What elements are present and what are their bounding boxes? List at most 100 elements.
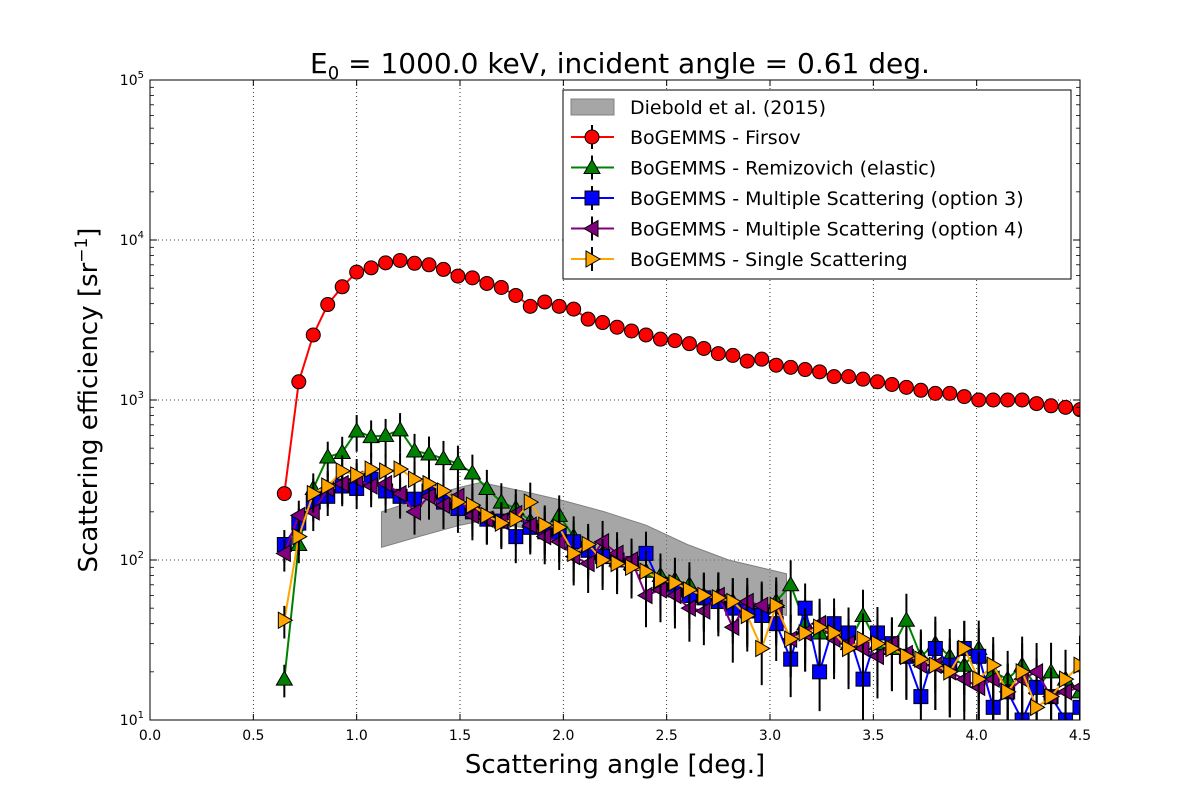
data-point bbox=[580, 311, 596, 327]
data-point bbox=[596, 551, 612, 569]
data-point bbox=[855, 371, 871, 387]
data-point bbox=[972, 670, 988, 689]
data-point bbox=[347, 422, 366, 438]
data-point bbox=[1072, 699, 1080, 715]
data-point bbox=[364, 460, 381, 478]
data-point bbox=[897, 611, 916, 627]
data-point bbox=[812, 664, 828, 680]
data-point bbox=[378, 255, 394, 271]
data-point bbox=[422, 474, 439, 493]
data-point bbox=[566, 301, 582, 317]
data-point bbox=[726, 592, 742, 611]
data-point bbox=[1014, 392, 1030, 408]
data-point bbox=[1027, 662, 1044, 681]
legend-box bbox=[562, 89, 1072, 280]
data-point bbox=[276, 486, 292, 502]
data-point bbox=[784, 630, 800, 649]
legend-swatch-band bbox=[570, 98, 615, 116]
data-point bbox=[781, 575, 800, 592]
data-point bbox=[465, 496, 482, 515]
data-point bbox=[797, 362, 813, 378]
data-point bbox=[275, 670, 294, 686]
data-point bbox=[798, 624, 815, 642]
data-point bbox=[609, 319, 625, 335]
data-point bbox=[870, 634, 887, 653]
data-point bbox=[537, 294, 553, 310]
y-tick-labels: 101 102 103 104 105 bbox=[120, 70, 144, 729]
data-point bbox=[827, 624, 844, 642]
series-layer bbox=[275, 252, 1080, 720]
data-point bbox=[624, 323, 640, 339]
x-tick-labels: 0.0 0.5 1.0 1.5 2.0 2.5 3.0 3.5 4.0 4.5 bbox=[139, 728, 1091, 744]
data-point bbox=[869, 374, 885, 390]
x-tick-label: 3.5 bbox=[862, 728, 884, 744]
data-point bbox=[682, 581, 699, 599]
data-point bbox=[478, 479, 496, 495]
y-tick-label: 104 bbox=[120, 230, 144, 249]
data-point bbox=[451, 493, 467, 511]
data-point bbox=[581, 535, 598, 554]
data-point bbox=[350, 466, 366, 484]
data-point bbox=[943, 662, 959, 681]
data-point bbox=[393, 460, 410, 478]
data-point bbox=[668, 573, 684, 592]
data-point bbox=[1043, 398, 1059, 414]
axis-ticks bbox=[149, 79, 1081, 721]
data-point bbox=[363, 260, 379, 276]
data-point bbox=[1000, 392, 1016, 408]
data-point bbox=[595, 315, 611, 331]
data-point bbox=[1073, 656, 1080, 675]
legend: Diebold et al. (2015) BoGEMMS - FirsovBo… bbox=[562, 89, 1072, 280]
data-point bbox=[306, 484, 323, 503]
data-point bbox=[927, 385, 943, 401]
data-point bbox=[681, 336, 697, 352]
legend-marker bbox=[583, 158, 601, 174]
legend-label: BoGEMMS - Single Scattering bbox=[630, 249, 908, 271]
x-axis-label: Scattering angle [deg.] bbox=[465, 750, 765, 780]
data-point bbox=[334, 279, 350, 295]
legend-entry-0: BoGEMMS - Firsov bbox=[571, 125, 801, 149]
data-point bbox=[407, 255, 423, 271]
data-point bbox=[754, 351, 770, 367]
data-point bbox=[652, 331, 668, 347]
data-point bbox=[405, 441, 424, 458]
x-tick-label: 3.0 bbox=[759, 728, 781, 744]
y-tick-label: 103 bbox=[120, 390, 144, 409]
data-point bbox=[667, 333, 683, 349]
data-point bbox=[639, 562, 656, 581]
data-point bbox=[349, 264, 365, 280]
data-point bbox=[625, 558, 641, 577]
data-point bbox=[653, 571, 670, 589]
data-point bbox=[493, 279, 509, 295]
x-tick-label: 0.0 bbox=[139, 728, 161, 744]
data-point bbox=[408, 470, 424, 489]
y-tick-label: 105 bbox=[120, 70, 144, 89]
x-tick-label: 2.5 bbox=[656, 728, 678, 744]
data-point bbox=[450, 268, 466, 284]
data-point bbox=[783, 359, 799, 375]
data-point bbox=[752, 596, 769, 615]
data-point bbox=[769, 596, 786, 615]
legend-marker bbox=[585, 250, 602, 268]
data-point bbox=[638, 327, 654, 343]
legend-label: BoGEMMS - Remizovich (elastic) bbox=[630, 158, 936, 180]
series-4 bbox=[277, 452, 1080, 720]
data-point bbox=[480, 506, 496, 525]
data-point bbox=[884, 376, 900, 392]
data-point bbox=[494, 514, 511, 532]
data-point bbox=[435, 261, 451, 277]
data-point bbox=[362, 427, 380, 444]
data-point bbox=[928, 656, 945, 675]
data-point bbox=[320, 297, 336, 313]
data-point bbox=[376, 426, 395, 442]
x-tick-label: 1.5 bbox=[449, 728, 471, 744]
data-point bbox=[826, 369, 842, 385]
data-point bbox=[1001, 682, 1017, 701]
data-point bbox=[812, 364, 828, 380]
data-point bbox=[610, 554, 627, 573]
x-tick-label: 1.0 bbox=[346, 728, 368, 744]
data-point bbox=[421, 257, 437, 273]
data-point bbox=[305, 327, 321, 343]
data-point bbox=[696, 340, 712, 356]
data-point bbox=[318, 448, 337, 464]
